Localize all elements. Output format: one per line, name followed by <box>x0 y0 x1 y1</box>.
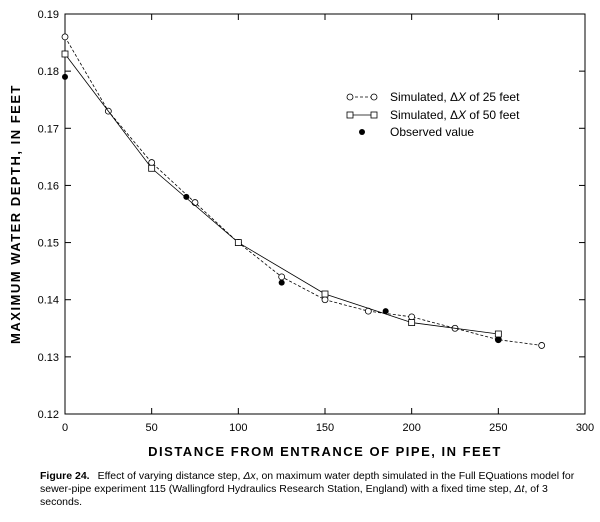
series-line-0 <box>64 36 542 346</box>
x-tick-label: 150 <box>316 422 334 434</box>
legend-marker-square-open <box>370 111 378 119</box>
data-point-circle-open <box>278 273 286 281</box>
legend-label-prefix: Simulated, <box>390 90 450 104</box>
legend-label-var: X <box>457 108 467 122</box>
legend-label-delta: Δ <box>450 90 458 104</box>
legend-label-delta: Δ <box>450 108 458 122</box>
data-point-square-open <box>494 330 502 338</box>
legend-entry-observed: Observed value <box>359 125 474 139</box>
data-point-square-open <box>148 164 156 172</box>
chart: 0 50 100 150 200 250 300 0.120.130.140.150.160… <box>8 9 594 459</box>
series-line-1 <box>64 53 499 335</box>
legend-marker-circle-open <box>346 93 354 101</box>
legend-marker-square-open <box>346 111 354 119</box>
x-tick-label: 0 <box>62 422 68 434</box>
caption-symbol-dx: Δx <box>243 470 256 482</box>
figure-label: Figure 24. <box>40 470 90 482</box>
y-tick-label: 0.16 <box>38 180 59 192</box>
caption-text: Effect of varying distance step, <box>97 470 244 482</box>
data-point-observed <box>62 73 68 80</box>
y-tick-label: 0.13 <box>38 352 59 364</box>
data-point-circle-open <box>321 296 329 304</box>
y-axis-title: MAXIMUM WATER DEPTH, IN FEET <box>8 84 23 344</box>
legend-marker-circle-open <box>370 93 378 101</box>
data-point-circle-open <box>408 313 416 321</box>
x-axis-title: DISTANCE FROM ENTRANCE OF PIPE, IN FEET <box>148 444 502 459</box>
legend-label-prefix: Simulated, <box>390 108 450 122</box>
caption-symbol-dt: Δt <box>514 483 525 495</box>
data-point-observed <box>183 193 190 200</box>
x-axis-ticks: 0 50 100 150 200 250 300 <box>62 14 594 434</box>
legend-entry-25ft: Simulated, ΔX of 25 feet <box>346 90 520 104</box>
data-point-circle-open <box>61 33 69 41</box>
y-tick-label: 0.15 <box>38 238 59 250</box>
data-point-circle-open <box>191 199 199 206</box>
plot-frame <box>64 13 586 415</box>
data-point-circle-open <box>538 342 546 349</box>
legend-label-suffix: of 50 feet <box>466 108 520 122</box>
caption-text: , of 3 seconds. <box>40 483 548 508</box>
data-point-square-open <box>408 319 416 326</box>
data-point-circle-open <box>148 159 156 166</box>
data-point-observed <box>382 308 389 315</box>
legend-marker-circle-filled <box>359 129 365 135</box>
x-tick-label: 200 <box>402 422 420 434</box>
x-tick-label: 300 <box>576 422 594 434</box>
data-point-square-open <box>61 50 69 58</box>
caption-text: , on maximum water depth simulated in th… <box>40 470 575 495</box>
legend-label-25ft: Simulated, ΔX of 25 feet <box>390 90 520 104</box>
data-point-square-open <box>321 290 329 298</box>
legend: Simulated, ΔX of 25 feet Simulated, ΔX o… <box>346 90 520 139</box>
data-point-observed <box>278 279 285 286</box>
legend-entry-50ft: Simulated, ΔX of 50 feet <box>346 108 520 122</box>
y-tick-label: 0.18 <box>38 66 59 78</box>
legend-label-observed: Observed value <box>390 125 474 139</box>
legend-label-suffix: of 25 feet <box>466 90 520 104</box>
y-tick-label: 0.12 <box>38 409 59 421</box>
y-axis-ticks: 0.12 0.13 0.14 0.15 0.16 0.17 0.18 0.19 <box>38 9 585 421</box>
y-tick-label: 0.17 <box>38 123 59 135</box>
legend-label-50ft: Simulated, ΔX of 50 feet <box>390 108 520 122</box>
legend-label-var: X <box>457 90 467 104</box>
y-tick-label: 0.14 <box>38 295 59 307</box>
y-tick-label: 0.19 <box>38 9 59 21</box>
x-tick-label: 250 <box>489 422 507 434</box>
figure-caption: Figure 24. Effect of varying distance ste… <box>40 470 585 509</box>
series-layer <box>61 33 546 349</box>
x-tick-label: 100 <box>229 422 247 434</box>
data-point-square-open <box>234 239 242 246</box>
data-point-observed <box>495 336 502 343</box>
x-tick-label: 50 <box>146 422 158 434</box>
